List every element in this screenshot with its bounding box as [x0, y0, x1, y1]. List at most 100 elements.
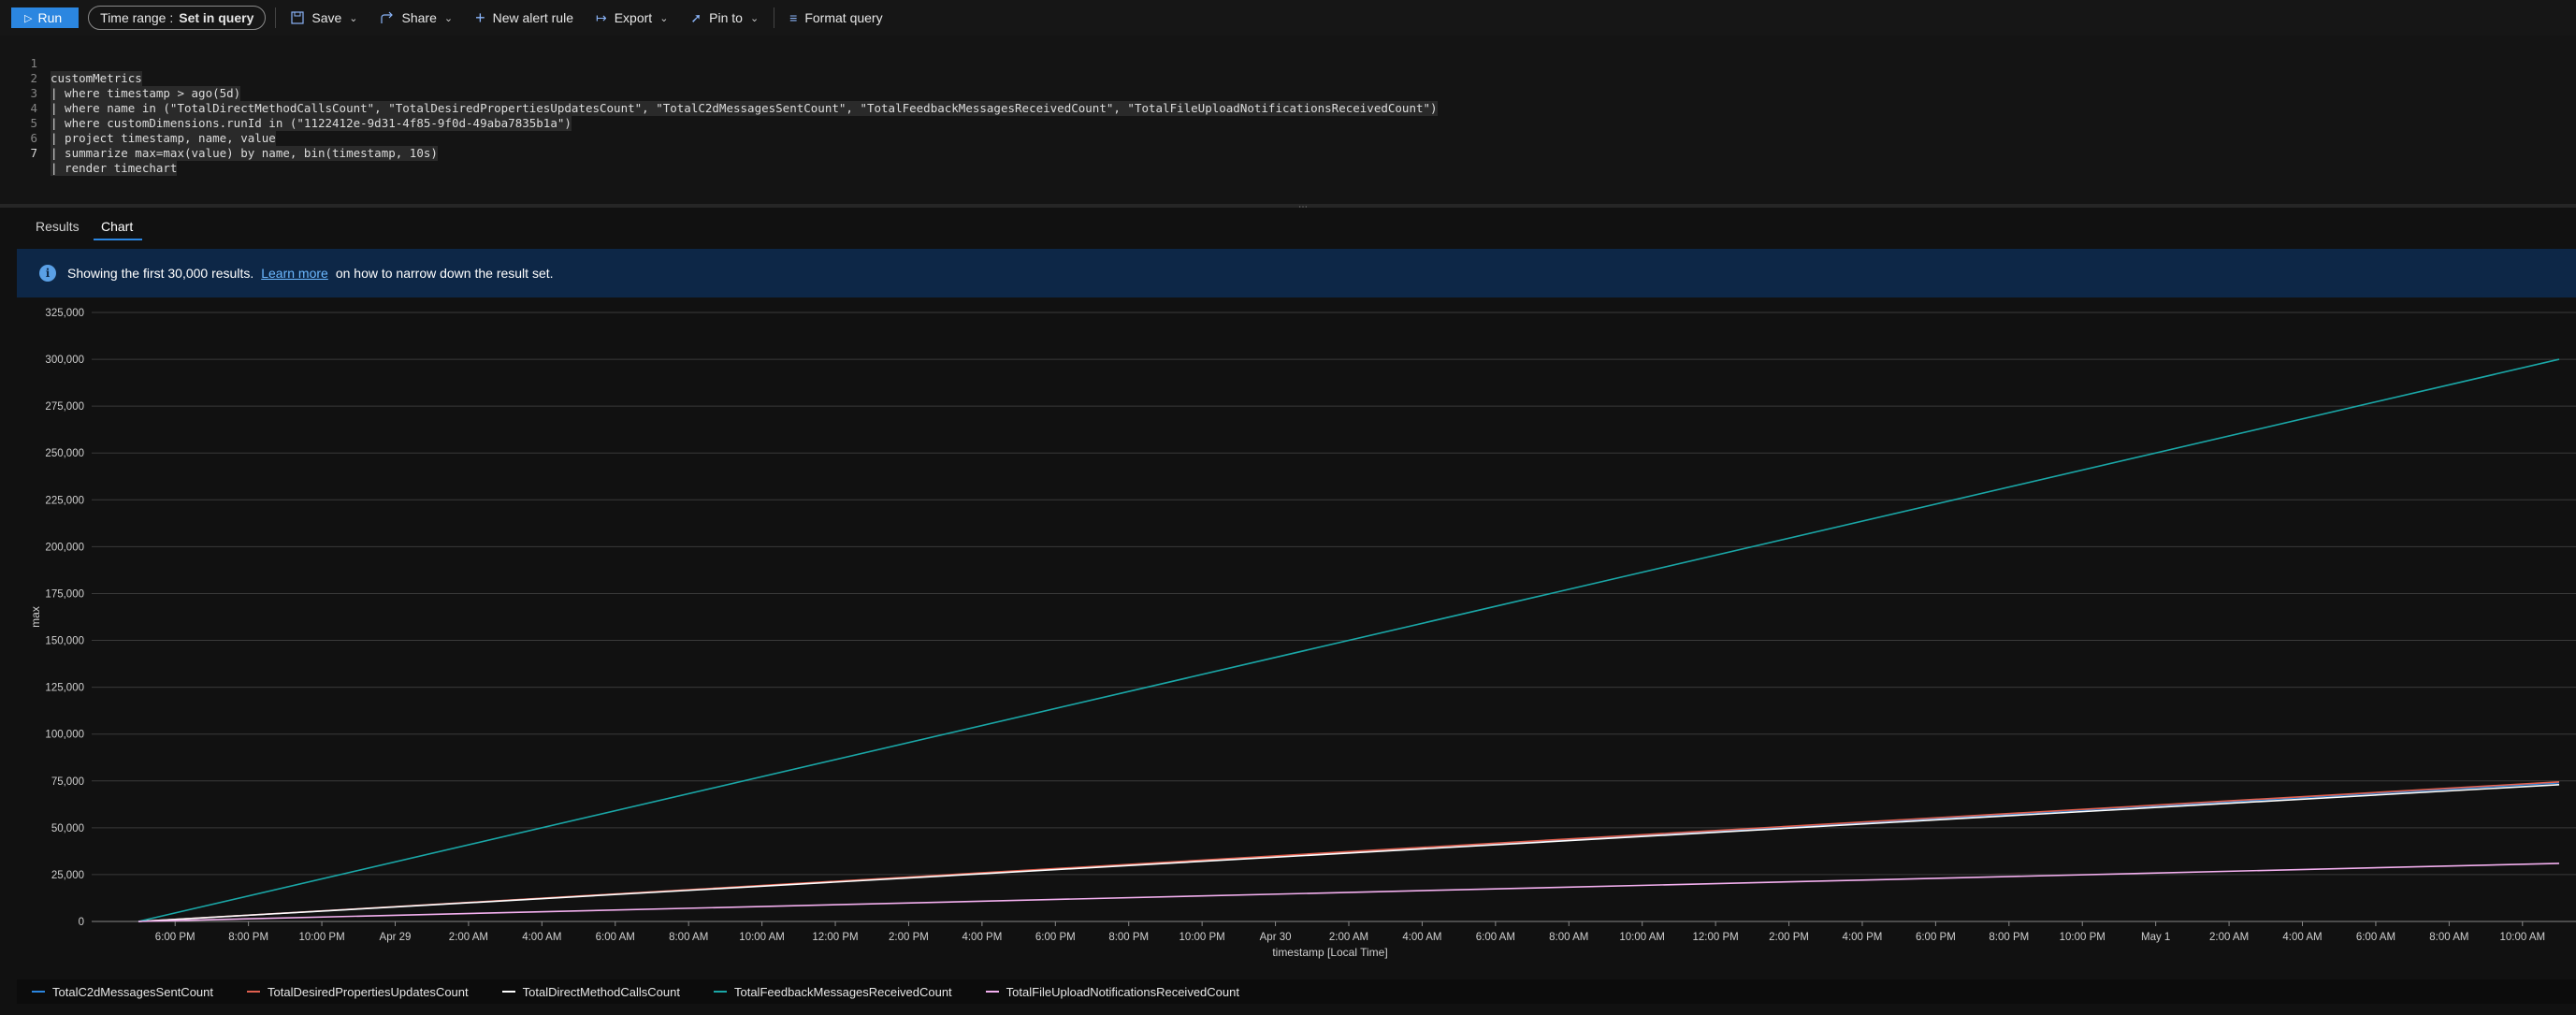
x-tick-label: 10:00 AM [1619, 932, 1665, 943]
chevron-down-icon: ⌄ [659, 12, 669, 24]
y-tick-label: 275,000 [45, 401, 84, 413]
result-tabs: Results Chart [0, 211, 2576, 241]
export-icon: ↦ [595, 9, 607, 25]
x-tick-label: 2:00 PM [889, 932, 929, 943]
legend-item[interactable]: TotalDirectMethodCallsCount [501, 984, 680, 999]
code-text: customMetrics [51, 71, 142, 86]
pin-icon: ➚ [690, 9, 702, 25]
legend-item[interactable]: TotalFileUploadNotificationsReceivedCoun… [985, 984, 1239, 999]
info-banner: i Showing the first 30,000 results. Lear… [17, 249, 2576, 297]
line-number: 2 [30, 71, 37, 85]
legend-label: TotalDirectMethodCallsCount [522, 984, 680, 999]
x-tick-label: 6:00 PM [1916, 932, 1956, 943]
x-tick-label: 8:00 PM [228, 932, 268, 943]
legend-swatch [985, 991, 999, 993]
line-number: 4 [30, 101, 37, 115]
x-tick-label: 10:00 AM [2499, 932, 2545, 943]
format-query-button[interactable]: ≡ Format query [778, 0, 893, 36]
legend-label: TotalFeedbackMessagesReceivedCount [733, 984, 952, 999]
x-tick-label: 6:00 PM [1035, 932, 1076, 943]
series-line [137, 863, 2560, 922]
line-number: 6 [30, 131, 37, 145]
run-button[interactable]: ▷ Run [11, 7, 80, 28]
export-label: Export [614, 10, 653, 25]
run-label: Run [37, 10, 63, 25]
x-tick-label: 2:00 AM [2209, 932, 2249, 943]
y-tick-label: 225,000 [45, 495, 84, 506]
query-editor[interactable]: 1 customMetrics 2 | where timestamp > ag… [0, 36, 2576, 204]
new-alert-label: New alert rule [492, 10, 573, 25]
x-axis-label: timestamp [Local Time] [1272, 946, 1387, 959]
chevron-down-icon: ⌄ [749, 12, 760, 24]
tab-results[interactable]: Results [36, 219, 80, 234]
y-tick-label: 50,000 [51, 823, 84, 834]
y-tick-label: 150,000 [45, 636, 84, 647]
splitter-grip-icon[interactable]: ⋯ [1298, 202, 1308, 212]
share-button[interactable]: Share ⌄ [369, 0, 465, 36]
legend-item[interactable]: TotalC2dMessagesSentCount [32, 985, 213, 999]
x-tick-label: 6:00 AM [596, 932, 635, 943]
pin-to-button[interactable]: ➚ Pin to ⌄ [679, 0, 770, 36]
pane-splitter[interactable] [0, 204, 2576, 208]
code-text: | summarize max=max(value) by name, bin(… [51, 146, 438, 161]
chart-area: 0 25,000 50,000 75,000 100,000 125,000 150,000… [17, 297, 2576, 980]
code-line: 7 | render timechart [0, 131, 178, 176]
code-line: 5 | project timestamp, name, value [0, 101, 276, 146]
x-tick-label: Apr 30 [1260, 932, 1292, 943]
share-label: Share [401, 10, 437, 25]
format-icon: ≡ [789, 10, 798, 25]
x-tick-label: 6:00 AM [2356, 932, 2395, 943]
legend-item[interactable]: TotalDesiredPropertiesUpdatesCount [247, 985, 469, 999]
x-tick-label: 2:00 AM [449, 932, 488, 943]
x-tick-label: Apr 29 [380, 932, 412, 943]
x-tick-label: 4:00 PM [1843, 932, 1883, 943]
y-axis-label: max [29, 606, 42, 628]
code-line: 2 | where timestamp > ago(5d) [0, 56, 241, 101]
line-number: 7 [30, 146, 37, 160]
line-number: 1 [30, 56, 37, 70]
x-tick-label: 4:00 AM [1402, 932, 1441, 943]
code-line: 4 | where customDimensions.runId in ("11… [0, 86, 572, 131]
x-tick-label: 8:00 AM [1549, 932, 1588, 943]
legend-swatch [247, 991, 260, 993]
export-button[interactable]: ↦ Export ⌄ [585, 0, 679, 36]
banner-text: Showing the first 30,000 results. [67, 266, 254, 281]
banner-text-after: on how to narrow down the result set. [335, 266, 554, 281]
code-line: 6 | summarize max=max(value) by name, bi… [0, 116, 438, 161]
series-line [137, 783, 2560, 922]
legend-swatch [501, 991, 515, 993]
y-tick-label: 300,000 [45, 355, 84, 366]
new-alert-rule-button[interactable]: + New alert rule [464, 0, 585, 36]
legend-label: TotalC2dMessagesSentCount [52, 984, 213, 999]
legend-swatch [32, 991, 45, 993]
share-icon [380, 11, 393, 23]
play-icon: ▷ [24, 12, 33, 24]
x-tick-label: 10:00 PM [2060, 932, 2106, 943]
series-line [137, 358, 2560, 922]
x-tick-label: May 1 [2141, 932, 2170, 943]
code-text: | project timestamp, name, value [51, 131, 276, 146]
y-tick-label: 125,000 [45, 683, 84, 694]
chevron-down-icon: ⌄ [349, 12, 358, 24]
tab-chart[interactable]: Chart [101, 219, 134, 234]
legend-item[interactable]: TotalFeedbackMessagesReceivedCount [713, 984, 952, 999]
timechart[interactable]: 0 25,000 50,000 75,000 100,000 125,000 150,000… [17, 297, 2576, 980]
learn-more-link[interactable]: Learn more [261, 266, 328, 281]
save-label: Save [311, 10, 342, 25]
save-button[interactable]: Save ⌄ [280, 0, 369, 36]
y-tick-label: 75,000 [51, 776, 84, 788]
legend-label: TotalFileUploadNotificationsReceivedCoun… [1006, 984, 1239, 999]
code-text: | where name in ("TotalDirectMethodCalls… [51, 101, 1438, 116]
chevron-down-icon: ⌄ [443, 12, 454, 24]
x-tick-label: 6:00 PM [155, 932, 195, 943]
x-tick-label: 12:00 PM [1693, 932, 1739, 943]
x-tick-label: 2:00 AM [1329, 932, 1368, 943]
x-tick-label: 10:00 AM [739, 932, 785, 943]
x-tick-label: 4:00 AM [2282, 932, 2322, 943]
code-text: | render timechart [51, 161, 178, 176]
y-tick-label: 0 [79, 917, 84, 928]
code-text: | where timestamp > ago(5d) [51, 86, 241, 101]
code-text: | where customDimensions.runId in ("1122… [51, 116, 572, 131]
code-line: 1 customMetrics [0, 41, 142, 86]
time-range-button[interactable]: Time range : Set in query [88, 6, 267, 30]
